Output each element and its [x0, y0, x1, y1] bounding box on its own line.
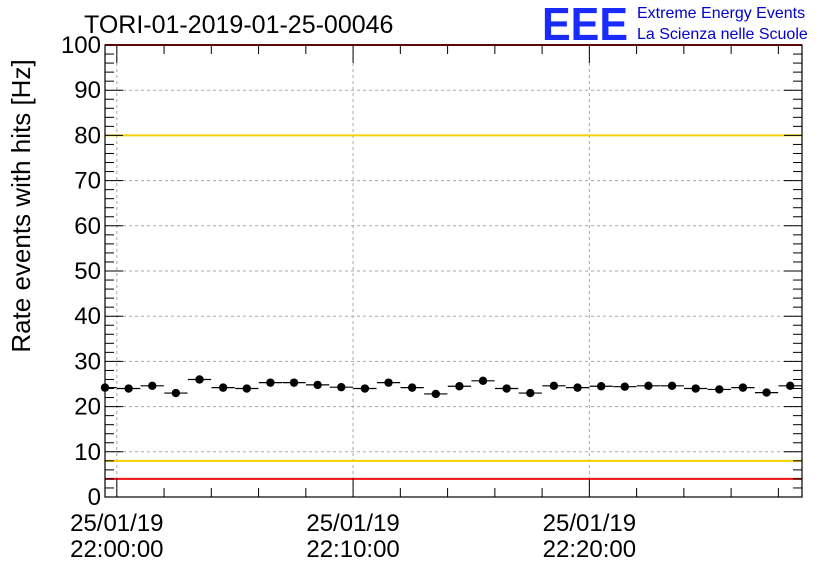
- eee-logo: EEE Extreme Energy Events La Scienza nel…: [542, 0, 808, 50]
- data-point: [478, 376, 488, 386]
- reference-lines: [105, 44, 802, 480]
- data-point: [455, 382, 464, 391]
- data-point: [407, 383, 417, 392]
- data-point: [171, 388, 181, 398]
- x-tick-time-label: 22:10:00: [306, 536, 399, 563]
- logo-line-1: Extreme Energy Events: [637, 5, 805, 22]
- data-point: [337, 382, 346, 392]
- data-point: [596, 382, 606, 391]
- data-point: [313, 380, 322, 390]
- y-tick-labels: 0 10 20 30 40 50 60 70 80 90 100: [61, 32, 101, 511]
- data-series: [100, 375, 802, 399]
- x-tick-date-label: 25/01/19: [543, 510, 636, 537]
- data-point: [384, 378, 393, 387]
- data-point: [502, 384, 511, 393]
- data-point: [289, 378, 299, 387]
- data-point: [266, 378, 275, 387]
- data-point: [100, 383, 110, 392]
- data-point: [785, 381, 795, 391]
- x-tick-time-label: 22:00:00: [70, 536, 163, 563]
- y-tick-label: 0: [88, 484, 101, 511]
- data-point: [218, 383, 228, 392]
- grid: [105, 45, 802, 497]
- y-tick-label: 100: [61, 32, 101, 59]
- data-point: [691, 384, 700, 393]
- axis-ticks: [105, 44, 802, 498]
- y-tick-label: 40: [74, 303, 101, 330]
- data-point: [667, 381, 677, 391]
- data-point: [738, 383, 748, 392]
- data-point: [431, 389, 440, 399]
- x-tick-time-label: 22:20:00: [543, 536, 636, 563]
- y-tick-label: 80: [74, 122, 101, 149]
- data-point: [124, 384, 133, 393]
- y-tick-label: 60: [74, 213, 101, 240]
- data-point: [242, 384, 251, 393]
- x-tick-labels: 25/01/1922:00:0025/01/1922:10:0025/01/19…: [70, 510, 636, 563]
- y-tick-label: 70: [74, 168, 101, 195]
- y-tick-label: 30: [74, 348, 101, 375]
- logo-line-2: La Scienza nelle Scuole: [637, 26, 808, 43]
- x-tick-date-label: 25/01/19: [306, 510, 399, 537]
- y-tick-label: 90: [74, 77, 101, 104]
- data-point: [360, 384, 370, 393]
- data-point: [644, 381, 653, 391]
- y-tick-label: 50: [74, 258, 101, 285]
- data-point: [148, 381, 157, 391]
- data-point: [762, 388, 771, 397]
- data-point: [549, 381, 559, 391]
- data-point: [715, 385, 724, 394]
- data-point: [573, 383, 582, 392]
- chart-title: TORI-01-2019-01-25-00046: [84, 11, 393, 39]
- x-tick-date-label: 25/01/19: [70, 510, 163, 537]
- data-point: [195, 375, 204, 384]
- data-point: [620, 382, 629, 391]
- logo-mark: EEE: [542, 0, 628, 50]
- y-tick-label: 20: [74, 394, 101, 421]
- data-point: [526, 388, 535, 398]
- y-axis-label: Rate events with hits [Hz]: [6, 59, 36, 352]
- y-tick-label: 10: [74, 439, 101, 466]
